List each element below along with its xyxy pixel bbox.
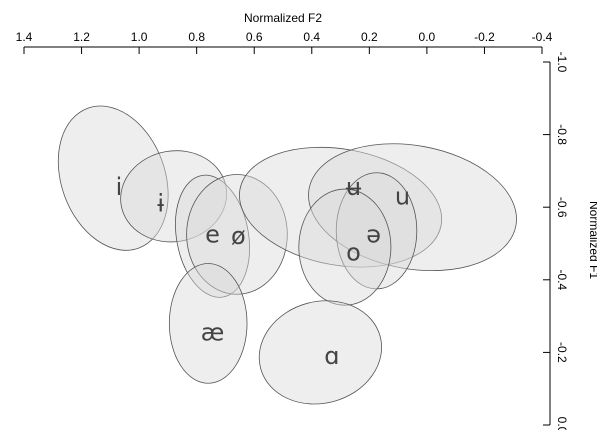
vowel-label: ø — [231, 222, 246, 250]
x-tick-label: 0.4 — [303, 30, 320, 44]
x-tick-label: 0.2 — [361, 30, 378, 44]
vowel-label: ɨ — [157, 190, 164, 218]
y-tick-label: -0.8 — [555, 124, 569, 145]
vowel-label: æ — [201, 318, 225, 346]
x-tick-label: -0.2 — [474, 30, 495, 44]
vowel-ellipse — [258, 300, 383, 405]
vowel-ellipse — [308, 143, 517, 272]
vowel-label: ə — [366, 220, 381, 248]
vowel-ellipse — [120, 150, 228, 243]
y-axis-title: Normalized F1 — [587, 201, 597, 279]
x-tick-label: 1.0 — [131, 30, 148, 44]
vowel-label: e — [205, 220, 220, 248]
x-tick-label: 0.8 — [188, 30, 205, 44]
x-tick-label: 1.4 — [16, 30, 33, 44]
x-tick-label: 0.6 — [246, 30, 263, 44]
y-tick-label: -0.4 — [555, 269, 569, 290]
vowel-ellipse — [175, 174, 250, 298]
vowel-ellipse — [168, 263, 248, 384]
vowel-ellipse — [186, 174, 288, 295]
vowel-ellipses — [57, 105, 517, 405]
y-axis: -1.0 -0.8 -0.6 -0.4 -0.2 0.0 — [543, 52, 569, 430]
y-tick-label: -0.2 — [555, 342, 569, 363]
y-tick-label: -1.0 — [555, 52, 569, 73]
x-axis-title: Normalized F2 — [244, 11, 322, 25]
vowel-label: i — [116, 173, 123, 201]
vowel-label: u — [395, 182, 410, 210]
vowel-ellipse — [57, 105, 169, 251]
vowel-ellipse — [298, 188, 392, 306]
x-tick-label: 0.0 — [419, 30, 436, 44]
vowel-labels: i ɨ e ø æ ʉ uəo ɑ — [116, 173, 410, 370]
x-tick-label: -0.4 — [532, 30, 553, 44]
x-axis: 1.4 1.2 1.0 0.8 0.6 0.4 0.2 0.0 -0.2 -0.4 — [16, 30, 553, 54]
vowel-label: ʉ — [346, 173, 362, 201]
y-tick-label: -0.6 — [555, 197, 569, 218]
vowel-label: ɑ — [324, 342, 339, 370]
y-tick-label: 0.0 — [555, 417, 569, 430]
x-tick-label: 1.2 — [73, 30, 90, 44]
vowel-label: o — [346, 239, 361, 267]
